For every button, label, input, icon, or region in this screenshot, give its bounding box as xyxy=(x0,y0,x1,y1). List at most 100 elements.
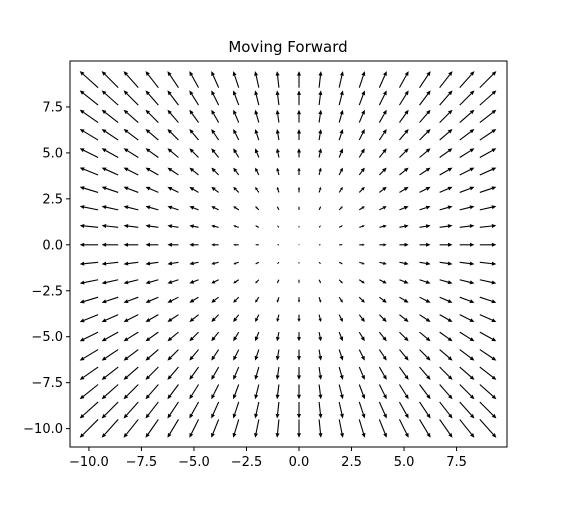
quiver-arrow xyxy=(189,296,199,303)
quiver-arrow xyxy=(298,262,300,265)
quiver-arrow xyxy=(459,109,475,123)
quiver-arrow xyxy=(189,384,200,400)
quiver-arrow xyxy=(211,109,220,123)
quiver-arrow xyxy=(101,296,119,304)
quiver-arrow xyxy=(318,384,323,400)
quiver-arrow xyxy=(318,206,321,211)
quiver-arrow xyxy=(211,366,220,380)
quiver-arrow xyxy=(479,186,497,193)
quiver-arrow xyxy=(319,244,321,246)
quiver-arrow xyxy=(101,366,119,380)
x-tick-label: −2.5 xyxy=(231,455,263,470)
quiver-arrow xyxy=(123,224,139,229)
quiver-arrow xyxy=(419,296,431,303)
x-tick-label: 5.0 xyxy=(394,455,415,470)
quiver-arrow xyxy=(101,205,119,211)
quiver-arrow xyxy=(233,279,240,284)
quiver-arrow xyxy=(254,401,260,419)
quiver-arrow xyxy=(275,419,280,438)
quiver-arrow xyxy=(101,384,119,400)
quiver-arrow xyxy=(101,90,119,106)
quiver-arrow xyxy=(439,205,453,211)
quiver-arrow xyxy=(399,186,409,193)
quiver-arrow xyxy=(255,186,260,193)
quiver-arrow xyxy=(189,261,199,266)
quiver-arrow xyxy=(479,419,497,438)
quiver-arrow xyxy=(359,261,365,265)
quiver-arrow xyxy=(275,349,280,361)
quiver-arrow xyxy=(459,90,475,106)
quiver-arrow xyxy=(419,224,431,229)
quiver-arrow xyxy=(189,90,200,106)
quiver-arrow xyxy=(318,419,323,438)
quiver-arrow xyxy=(419,279,431,284)
quiver-arrow xyxy=(318,314,322,323)
quiver-arrow xyxy=(379,206,387,211)
quiver-arrow xyxy=(297,332,302,342)
quiver-arrow xyxy=(254,349,260,361)
quiver-arrow xyxy=(145,224,159,229)
quiver-arrow xyxy=(233,243,239,247)
quiver-arrow xyxy=(79,205,99,211)
quiver-arrow xyxy=(459,205,475,211)
quiver-arrow xyxy=(398,384,409,400)
quiver-arrow xyxy=(419,401,431,419)
quiver-arrow xyxy=(189,71,200,88)
quiver-arrow xyxy=(479,129,497,141)
quiver-arrow xyxy=(167,109,179,123)
quiver-arrow xyxy=(338,109,344,123)
quiver-arrow xyxy=(359,225,365,228)
x-tick-label: 2.5 xyxy=(341,455,362,470)
quiver-arrow xyxy=(167,349,179,361)
quiver-arrow xyxy=(167,129,179,141)
quiver-arrow xyxy=(145,296,159,303)
quiver-arrow xyxy=(459,261,475,266)
quiver-arrow xyxy=(338,419,344,438)
y-tick-label: −2.5 xyxy=(31,284,63,299)
quiver-arrow xyxy=(232,90,240,106)
quiver-arrow xyxy=(233,349,240,361)
quiver-arrow xyxy=(101,419,119,438)
quiver-arrow xyxy=(145,349,159,361)
quiver-arrow xyxy=(79,167,99,176)
quiver-arrow xyxy=(459,296,475,304)
quiver-arrow xyxy=(439,419,453,438)
quiver-arrow xyxy=(233,331,240,342)
quiver-arrow xyxy=(232,384,240,400)
quiver-arrow xyxy=(101,167,119,176)
quiver-arrow xyxy=(232,71,240,88)
quiver-arrow xyxy=(167,401,179,419)
quiver-arrow xyxy=(439,349,453,361)
quiver-arrow xyxy=(101,349,119,361)
quiver-arrow xyxy=(358,296,365,303)
quiver-arrow xyxy=(167,242,179,247)
quiver-arrow xyxy=(479,279,497,285)
quiver-arrow xyxy=(101,129,119,141)
quiver-arrow xyxy=(339,244,343,246)
quiver-arrow xyxy=(399,148,409,158)
quiver-arrow xyxy=(277,225,280,228)
quiver-arrow xyxy=(419,167,431,176)
quiver-arrow xyxy=(338,261,343,265)
quiver-arrow xyxy=(459,349,475,361)
quiver-arrow xyxy=(479,314,497,323)
quiver-arrow xyxy=(79,419,99,438)
quiver-arrow xyxy=(318,349,323,361)
quiver-arrow xyxy=(459,314,475,323)
plot-frame xyxy=(69,60,508,448)
x-tick-label: 7.5 xyxy=(446,455,467,470)
quiver-arrow xyxy=(123,167,139,176)
quiver-arrow xyxy=(378,366,387,380)
quiver-arrow xyxy=(398,71,409,88)
quiver-arrow xyxy=(79,148,99,158)
quiver-arrow xyxy=(398,90,409,106)
quiver-arrow xyxy=(211,243,219,247)
quiver-arrow xyxy=(275,401,280,419)
quiver-arrow xyxy=(297,314,301,323)
quiver-arrow xyxy=(459,129,475,141)
x-tick-label: −5.0 xyxy=(178,455,210,470)
quiver-arrow xyxy=(378,331,387,342)
quiver-arrow xyxy=(275,148,280,158)
quiver-arrow xyxy=(479,167,497,176)
